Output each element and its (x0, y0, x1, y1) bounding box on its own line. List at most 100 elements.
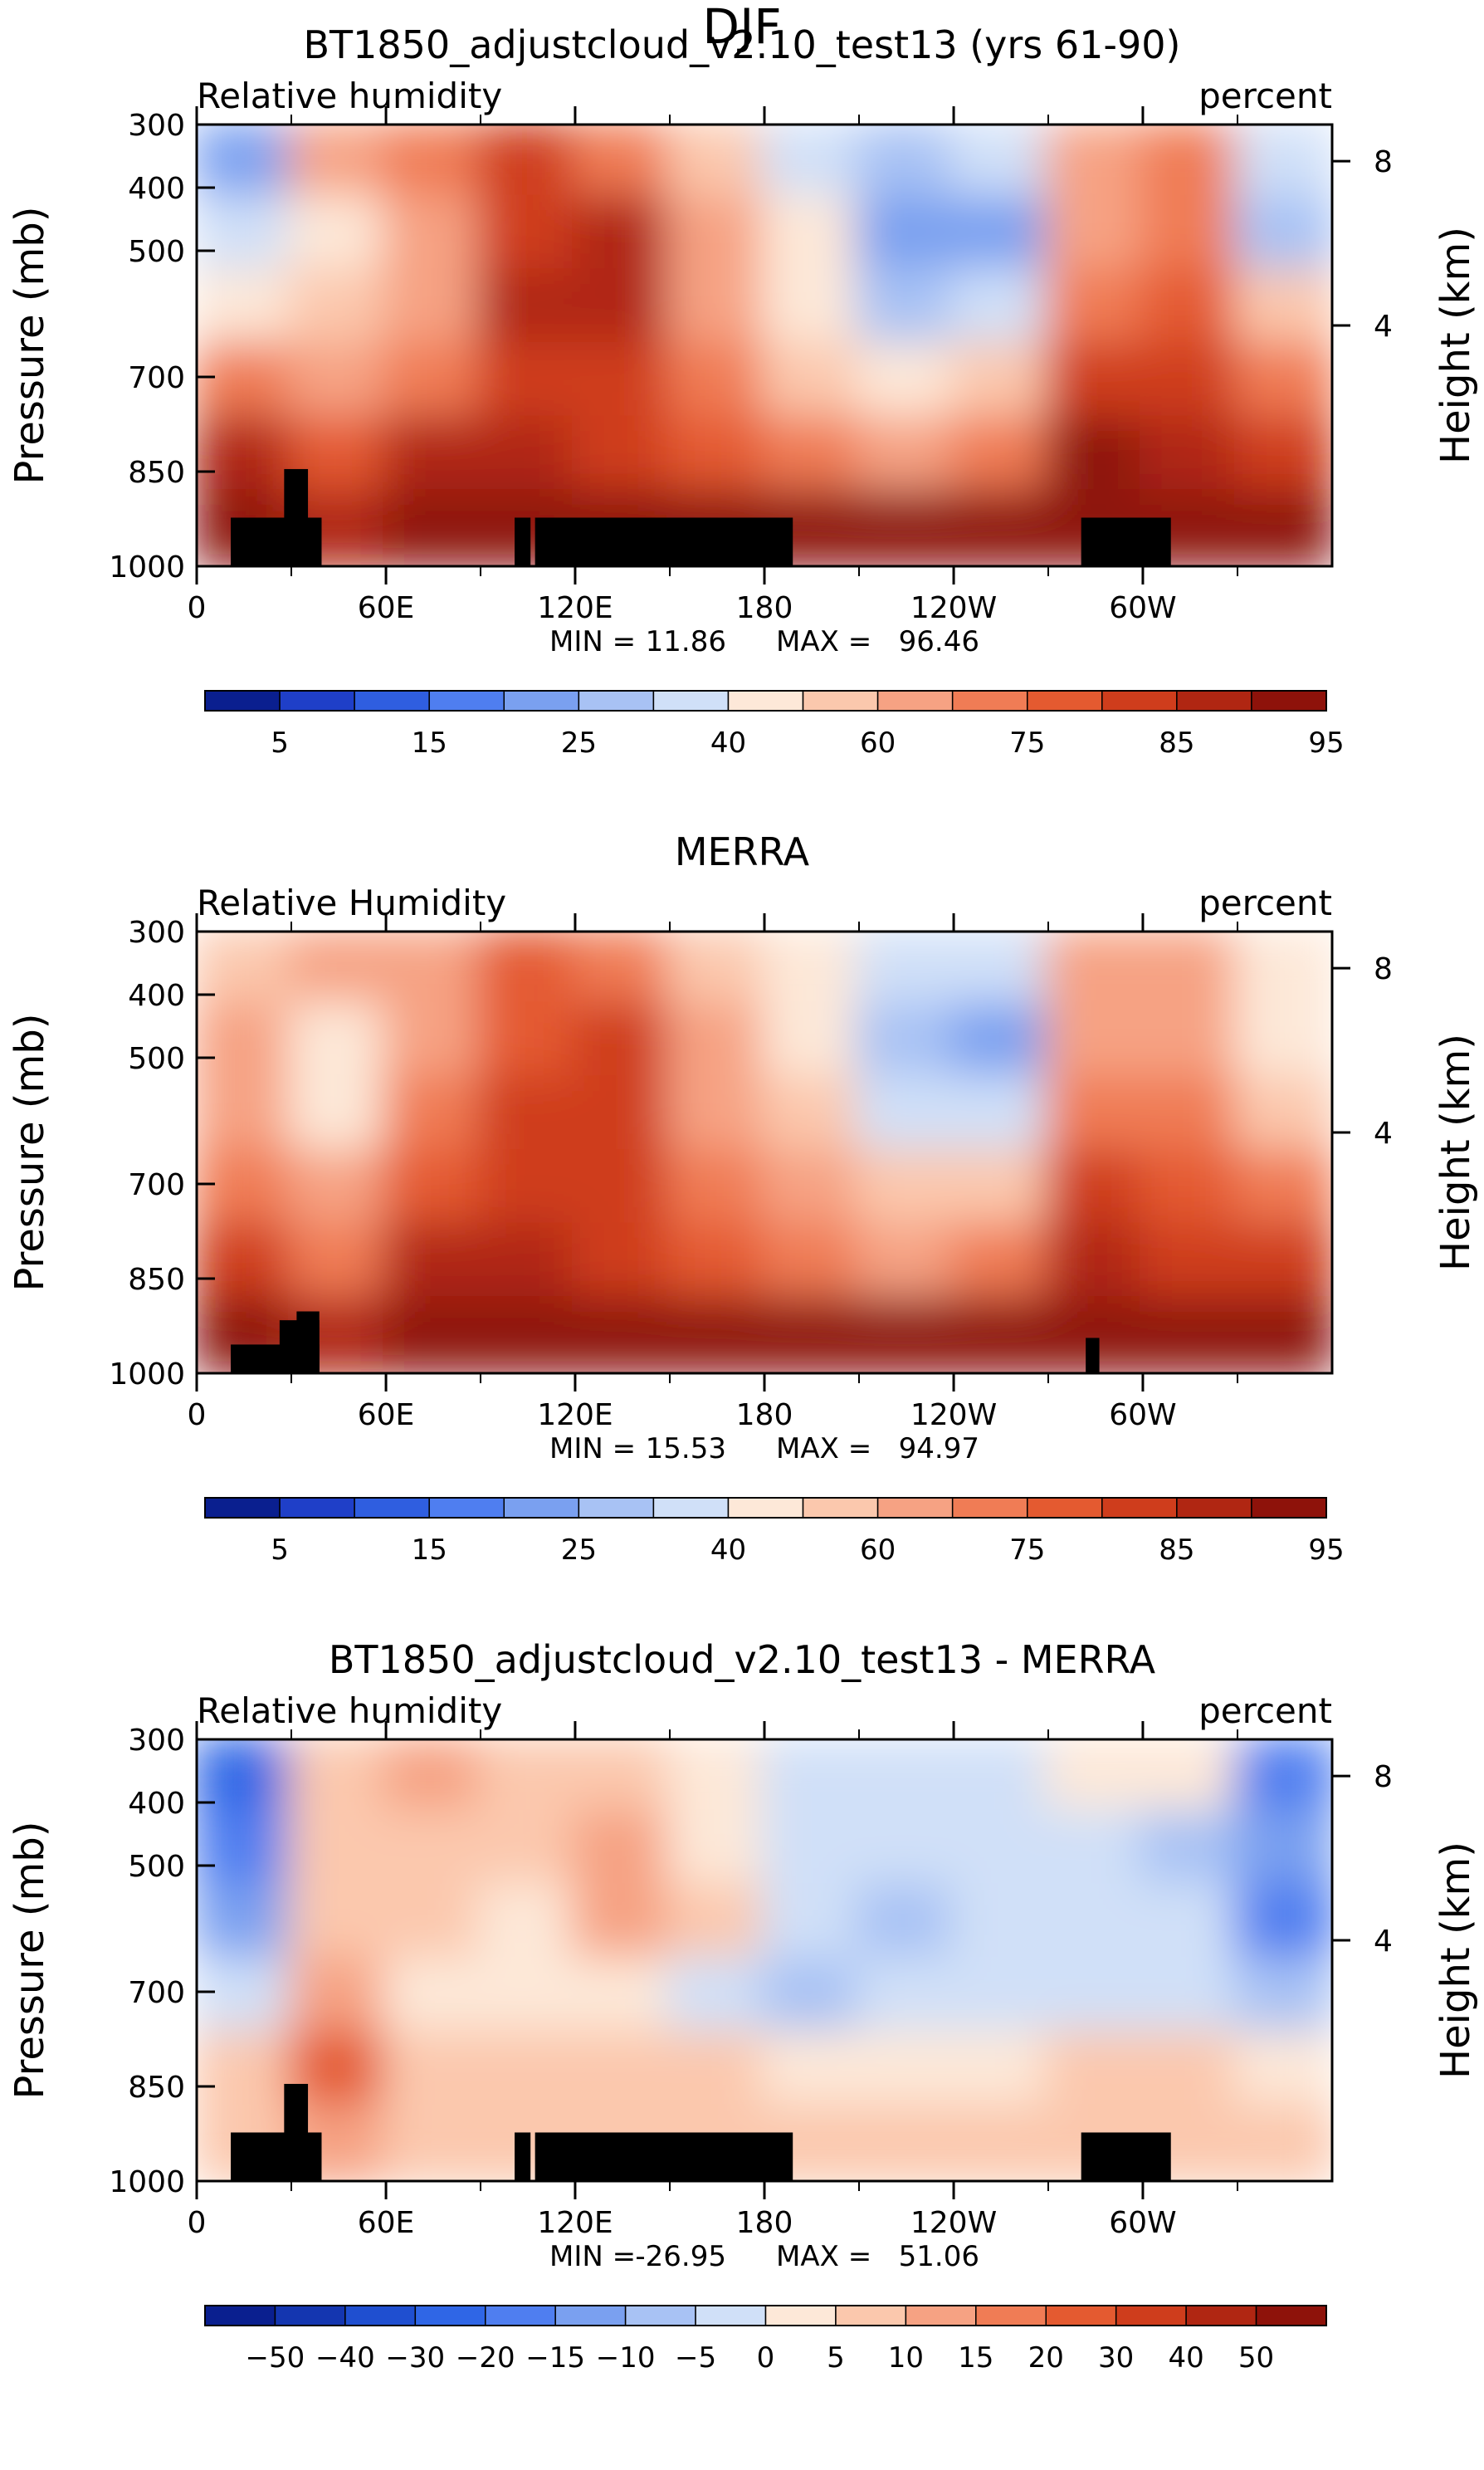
y2-axis-label: Height (km) (1433, 1034, 1479, 1271)
units-label: percent (1198, 76, 1332, 116)
variable-label: Relative humidity (197, 1690, 502, 1731)
heatmap-cell (383, 2104, 484, 2181)
heatmap-cell (288, 1149, 389, 1230)
colorbar: −50 −40 −30 −20 −15 −10 −5 0 5 10 15 20 30 40 50 (204, 2305, 1327, 2375)
colorbar-segment (1115, 2305, 1187, 2326)
heatmap-cell (666, 1739, 768, 1817)
y2-axis-label: Height (km) (1433, 227, 1479, 464)
colorbar-label: −15 (525, 2341, 585, 2375)
heatmap-cell (572, 194, 673, 276)
heatmap-cell (197, 1222, 295, 1303)
heatmap-cell (1045, 1001, 1146, 1083)
heatmap-cell (666, 1883, 768, 1964)
heatmap-cell (288, 1883, 389, 1964)
heatmap-cell (1234, 1883, 1332, 1964)
heatmap-cell (477, 125, 578, 202)
heatmap-cell (761, 1957, 862, 2037)
colorbar-label: 40 (710, 726, 746, 760)
terrain-mask (1081, 2132, 1171, 2181)
colorbar-label: −20 (456, 2341, 515, 2375)
heatmap-cell (950, 1739, 1052, 1817)
colorbar-frame (204, 1497, 1327, 1519)
heatmap-cell (950, 1075, 1052, 1156)
heatmap-cell (761, 342, 862, 423)
heatmap-cell (197, 932, 295, 1009)
x-tick-label: 120E (537, 2206, 613, 2240)
colorbar-segment (1101, 1497, 1178, 1519)
colorbar-segment (1185, 2305, 1257, 2326)
heatmap-cell (197, 1739, 295, 1817)
colorbar-segment (1045, 2305, 1117, 2326)
colorbar: 5 15 25 40 60 75 85 95 (204, 1497, 1345, 1567)
heatmap-cell (761, 1809, 862, 1890)
colorbar-label: −40 (315, 2341, 375, 2375)
min-value: 11.86 (646, 625, 726, 658)
y-axis-label: Pressure (mb) (7, 1014, 53, 1292)
heatmap-cell (856, 1883, 957, 1964)
colorbar-segment (1176, 690, 1252, 712)
heatmap-cell (1045, 415, 1146, 496)
heatmap-cell (383, 1809, 484, 1890)
colorbar-label: 25 (561, 1533, 597, 1567)
colorbar-segment (344, 2305, 417, 2326)
terrain-mask (1086, 1338, 1100, 1373)
panel-title: MERRA (675, 829, 810, 874)
heatmap-cell (477, 1809, 578, 1890)
colorbar-segment (354, 1497, 430, 1519)
x-tick-label: 180 (736, 1398, 793, 1432)
heatmap-cell (950, 1296, 1052, 1373)
heatmap-cell (197, 1001, 295, 1083)
colorbar-segment (1255, 2305, 1327, 2326)
y-tick-label: 300 (128, 109, 185, 143)
heatmap-cell (856, 489, 957, 566)
heatmap-cell (572, 1809, 673, 1890)
y-tick-label: 850 (128, 456, 185, 490)
x-tick-label: 0 (188, 591, 207, 625)
colorbar-segment (1251, 1497, 1327, 1519)
x-tick-label: 180 (736, 591, 793, 625)
heatmap-cell (856, 1809, 957, 1890)
heatmap-cell (383, 932, 484, 1009)
heatmap-cell (1140, 1296, 1241, 1373)
colorbar-segment (204, 2305, 276, 2326)
heatmap-cell (1140, 342, 1241, 423)
heatmap-cell (856, 1957, 957, 2037)
y-tick-label: 850 (128, 1263, 185, 1297)
colorbar-label: 15 (412, 726, 447, 760)
heatmap-cell (666, 342, 768, 423)
heatmap-cell (666, 932, 768, 1009)
terrain-mask (535, 517, 793, 566)
heatmap-cell (572, 1883, 673, 1964)
heatmap-cell (197, 268, 295, 349)
heatmap-cell (197, 415, 295, 496)
colorbar-segment (802, 1497, 879, 1519)
heatmap-cell (856, 415, 957, 496)
colorbar-segment (951, 1497, 1028, 1519)
variable-label: Relative Humidity (197, 883, 506, 923)
heatmap-cell (950, 1222, 1052, 1303)
heatmap-cell (383, 1149, 484, 1230)
min-label: MIN = (549, 2240, 636, 2273)
colorbar-segment (951, 690, 1028, 712)
heatmap-cell (197, 1149, 295, 1230)
y-tick-label: 400 (128, 172, 185, 206)
colorbar-label: 10 (888, 2341, 924, 2375)
y-tick-label: 300 (128, 1724, 185, 1758)
heatmap-cell (1045, 1149, 1146, 1230)
colorbar-segment (652, 1497, 730, 1519)
colorbar-segment (204, 1497, 281, 1519)
heatmap-cell (761, 1075, 862, 1156)
heatmap-cell (1140, 932, 1241, 1009)
y-tick-label: 1000 (109, 2165, 185, 2199)
max-value: 96.46 (899, 625, 979, 658)
heatmap-cell (197, 342, 295, 423)
heatmap-cell (761, 415, 862, 496)
terrain-mask (296, 1311, 320, 1373)
heatmap-cell (1140, 268, 1241, 349)
heatmap-cell (383, 1001, 484, 1083)
colorbar-segment (652, 690, 730, 712)
colorbar-segment (578, 690, 655, 712)
heatmap-cell (477, 2030, 578, 2111)
heatmap-cell (288, 932, 389, 1009)
